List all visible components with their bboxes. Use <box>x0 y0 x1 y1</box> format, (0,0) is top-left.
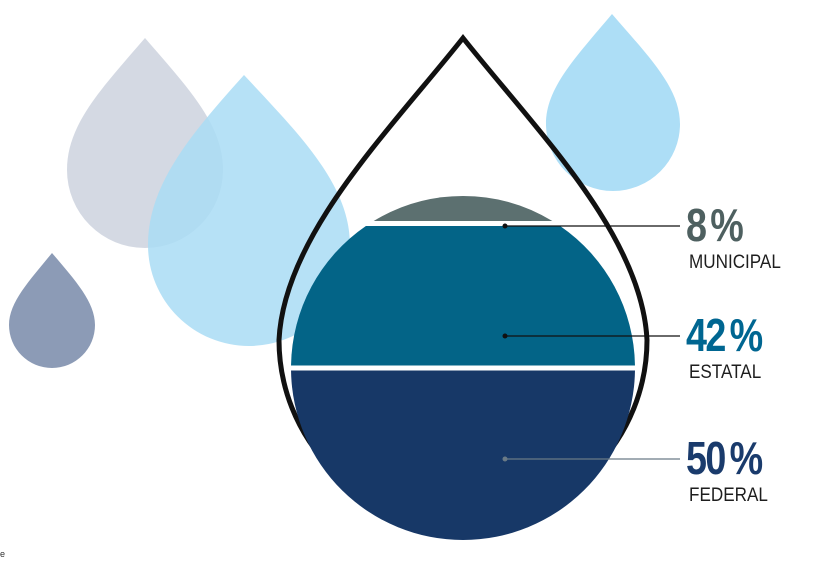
federal-percent-unit: % <box>729 432 764 484</box>
estatal-percent-value: 42 <box>686 309 726 361</box>
municipal-label: MUNICIPAL <box>689 252 781 273</box>
decorative-drop-light-blue-small <box>546 14 680 191</box>
footnote-mark: e <box>0 549 6 559</box>
segment-municipal <box>373 196 553 222</box>
estatal-label: ESTATAL <box>689 362 762 383</box>
pie-segments <box>291 196 635 540</box>
federal-label: FEDERAL <box>689 485 768 506</box>
leader-dot-federal <box>502 456 508 462</box>
decorative-drop-slate <box>9 253 95 368</box>
municipal-percent-value: 8 <box>686 199 707 251</box>
estatal-percent-unit: % <box>729 309 764 361</box>
decorative-drop-light-blue-large <box>148 75 350 346</box>
estatal-percent: 42% <box>686 309 764 361</box>
federal-percent: 50% <box>686 432 764 484</box>
segment-estatal <box>291 226 635 366</box>
leader-dot-estatal <box>502 333 508 339</box>
leader-lines <box>502 223 680 462</box>
federal-percent-value: 50 <box>686 432 726 484</box>
segment-federal <box>291 370 635 540</box>
municipal-percent: 8% <box>686 199 744 251</box>
leader-dot-municipal <box>502 223 508 229</box>
municipal-percent-unit: % <box>710 199 744 251</box>
